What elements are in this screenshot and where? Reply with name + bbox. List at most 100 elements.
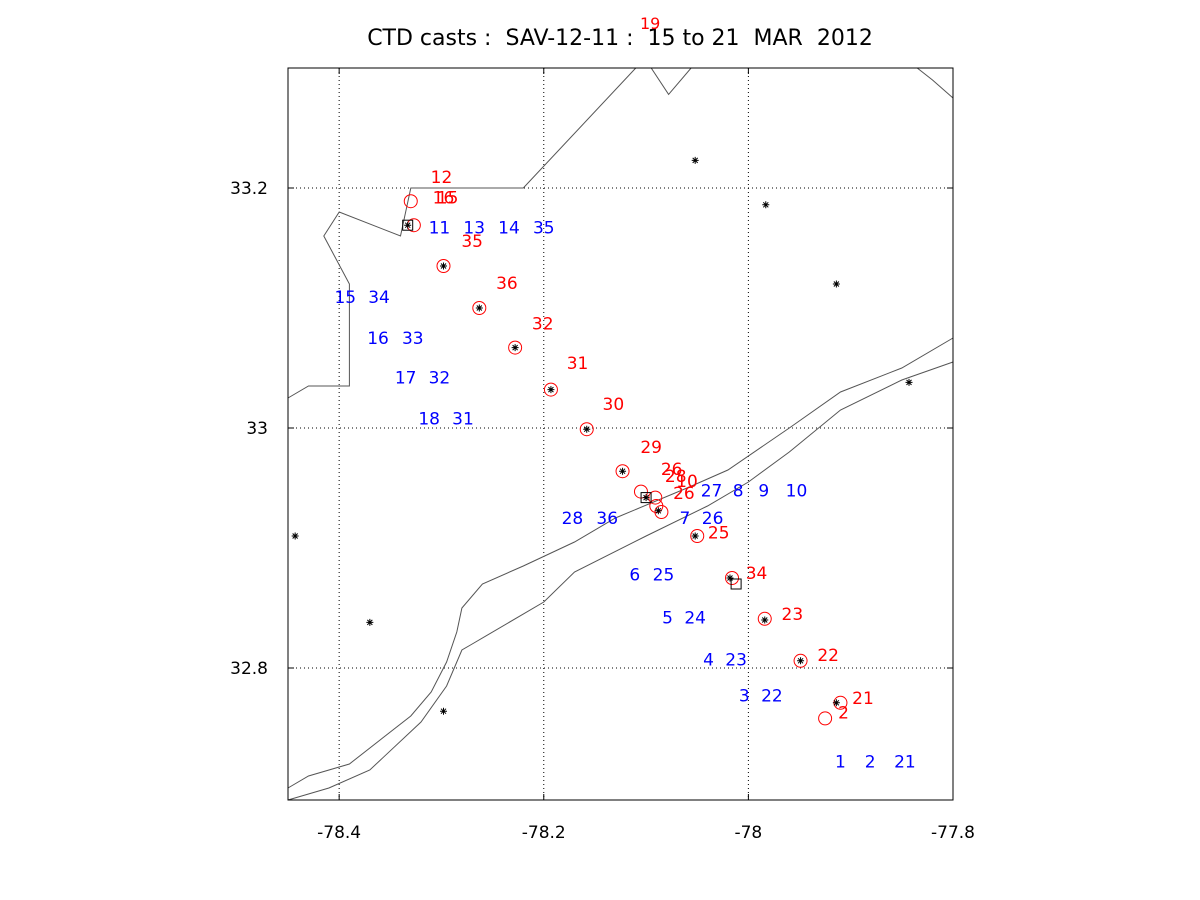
x-tick-label: -77.8 (931, 823, 975, 843)
cast-label-blue: 26 (702, 509, 724, 529)
cast-label-blue: 5 (662, 609, 673, 629)
station-star (832, 699, 840, 707)
cast-label-red: 26 (661, 460, 683, 480)
coastline-layer (287, 67, 954, 801)
cast-label-blue: 1 (835, 753, 846, 773)
station-star (583, 425, 591, 433)
cast-label-blue: 27 (701, 481, 723, 501)
plot-frame (287, 67, 954, 801)
cast-label-blue: 18 (418, 409, 440, 429)
station-star (547, 386, 555, 394)
cast-label-red: 34 (746, 564, 768, 584)
x-tick-label: -78.2 (522, 823, 566, 843)
cast-circle (654, 505, 669, 519)
station-star (440, 262, 448, 270)
coastline (287, 67, 637, 399)
station-star (905, 378, 913, 386)
station-star (291, 532, 299, 540)
cast-circle (436, 259, 451, 273)
cast-label-red: 32 (532, 315, 554, 335)
x-tick-label: -78.4 (317, 823, 361, 843)
coastline (635, 67, 954, 99)
cast-label-blue: 33 (402, 329, 424, 349)
cast-label-blue: 36 (596, 509, 618, 529)
cast-label-blue: 9 (758, 481, 769, 501)
cast-label-red: 16 (433, 189, 455, 209)
cast-label-blue: 6 (629, 565, 640, 585)
y-tick-label: 33.2 (230, 179, 268, 199)
cast-label-blue: 10 (786, 481, 808, 501)
cast-label-blue: 25 (653, 565, 675, 585)
cast-label-blue: 11 (429, 219, 451, 239)
cast-label-blue: 22 (761, 687, 783, 707)
station-star (440, 707, 448, 715)
station-star (726, 574, 734, 582)
cast-label-blue: 17 (395, 369, 417, 389)
station-star (511, 344, 519, 352)
cast-label-red: 22 (817, 646, 839, 666)
station-star (797, 657, 805, 665)
station-star (832, 280, 840, 288)
cast-circle (818, 711, 833, 726)
station-square (402, 219, 414, 231)
y-tick-label: 32.8 (230, 659, 268, 679)
cast-label-blue: 34 (368, 288, 390, 308)
cast-label-red: 12 (431, 168, 453, 188)
cast-label-blue: 4 (703, 651, 714, 671)
cast-label-blue: 2 (865, 753, 876, 773)
station-star (761, 616, 769, 624)
cast-label-red: 15 (437, 189, 459, 209)
cast-label-blue: 16 (367, 329, 389, 349)
cast-label-red: 26 (673, 484, 695, 504)
station-square (640, 492, 652, 504)
cast-label-blue: 31 (452, 409, 474, 429)
cast-circle (793, 653, 808, 668)
shelf-contour (287, 337, 954, 789)
station-star (642, 494, 650, 502)
station-markers (291, 156, 913, 726)
cast-label-red: 10 (676, 472, 698, 492)
cast-label-blue: 35 (533, 219, 555, 239)
cast-label-red: 25 (708, 523, 730, 543)
cast-label-red: 29 (640, 438, 662, 458)
station-star (404, 221, 412, 229)
cast-label-blue: 28 (562, 509, 584, 529)
cast-label-blue: 21 (894, 753, 916, 773)
cast-label-red: 35 (461, 232, 483, 252)
cast-label-blue: 15 (334, 288, 356, 308)
station-star (654, 507, 662, 515)
x-tick-label: -78 (734, 823, 762, 843)
cast-circle (472, 301, 487, 315)
cast-label-red: 30 (603, 395, 625, 415)
cast-circle (579, 422, 594, 437)
cast-label-red: 31 (567, 354, 589, 374)
station-star (691, 532, 699, 540)
station-star (762, 201, 770, 209)
station-star (619, 467, 627, 475)
cast-circle (757, 611, 772, 626)
shelf-contour (287, 361, 954, 801)
grid-lines (288, 68, 954, 800)
cast-label-blue: 14 (498, 219, 520, 239)
cast-label-blue: 13 (463, 219, 485, 239)
station-star (366, 618, 374, 626)
station-star (475, 304, 483, 312)
cast-label-red: 28 (665, 467, 687, 487)
cast-label-blue: 7 (680, 509, 691, 529)
cast-circle (690, 529, 705, 543)
cast-circle (543, 382, 558, 397)
cast-label-red: 36 (496, 274, 518, 294)
cast-circle (725, 571, 740, 585)
cast-circle (508, 340, 523, 355)
station-star (691, 156, 699, 164)
cast-label-red: 23 (782, 605, 804, 625)
cast-label-blue: 24 (684, 609, 706, 629)
chart-title: CTD casts : SAV-12-11 : 15 to 21 MAR 201… (367, 26, 873, 51)
cast-label-red: 21 (852, 689, 874, 709)
station-square (730, 578, 742, 590)
cast-label-blue: 32 (429, 369, 451, 389)
y-tick-label: 33 (246, 419, 268, 439)
cast-circle (403, 194, 418, 209)
